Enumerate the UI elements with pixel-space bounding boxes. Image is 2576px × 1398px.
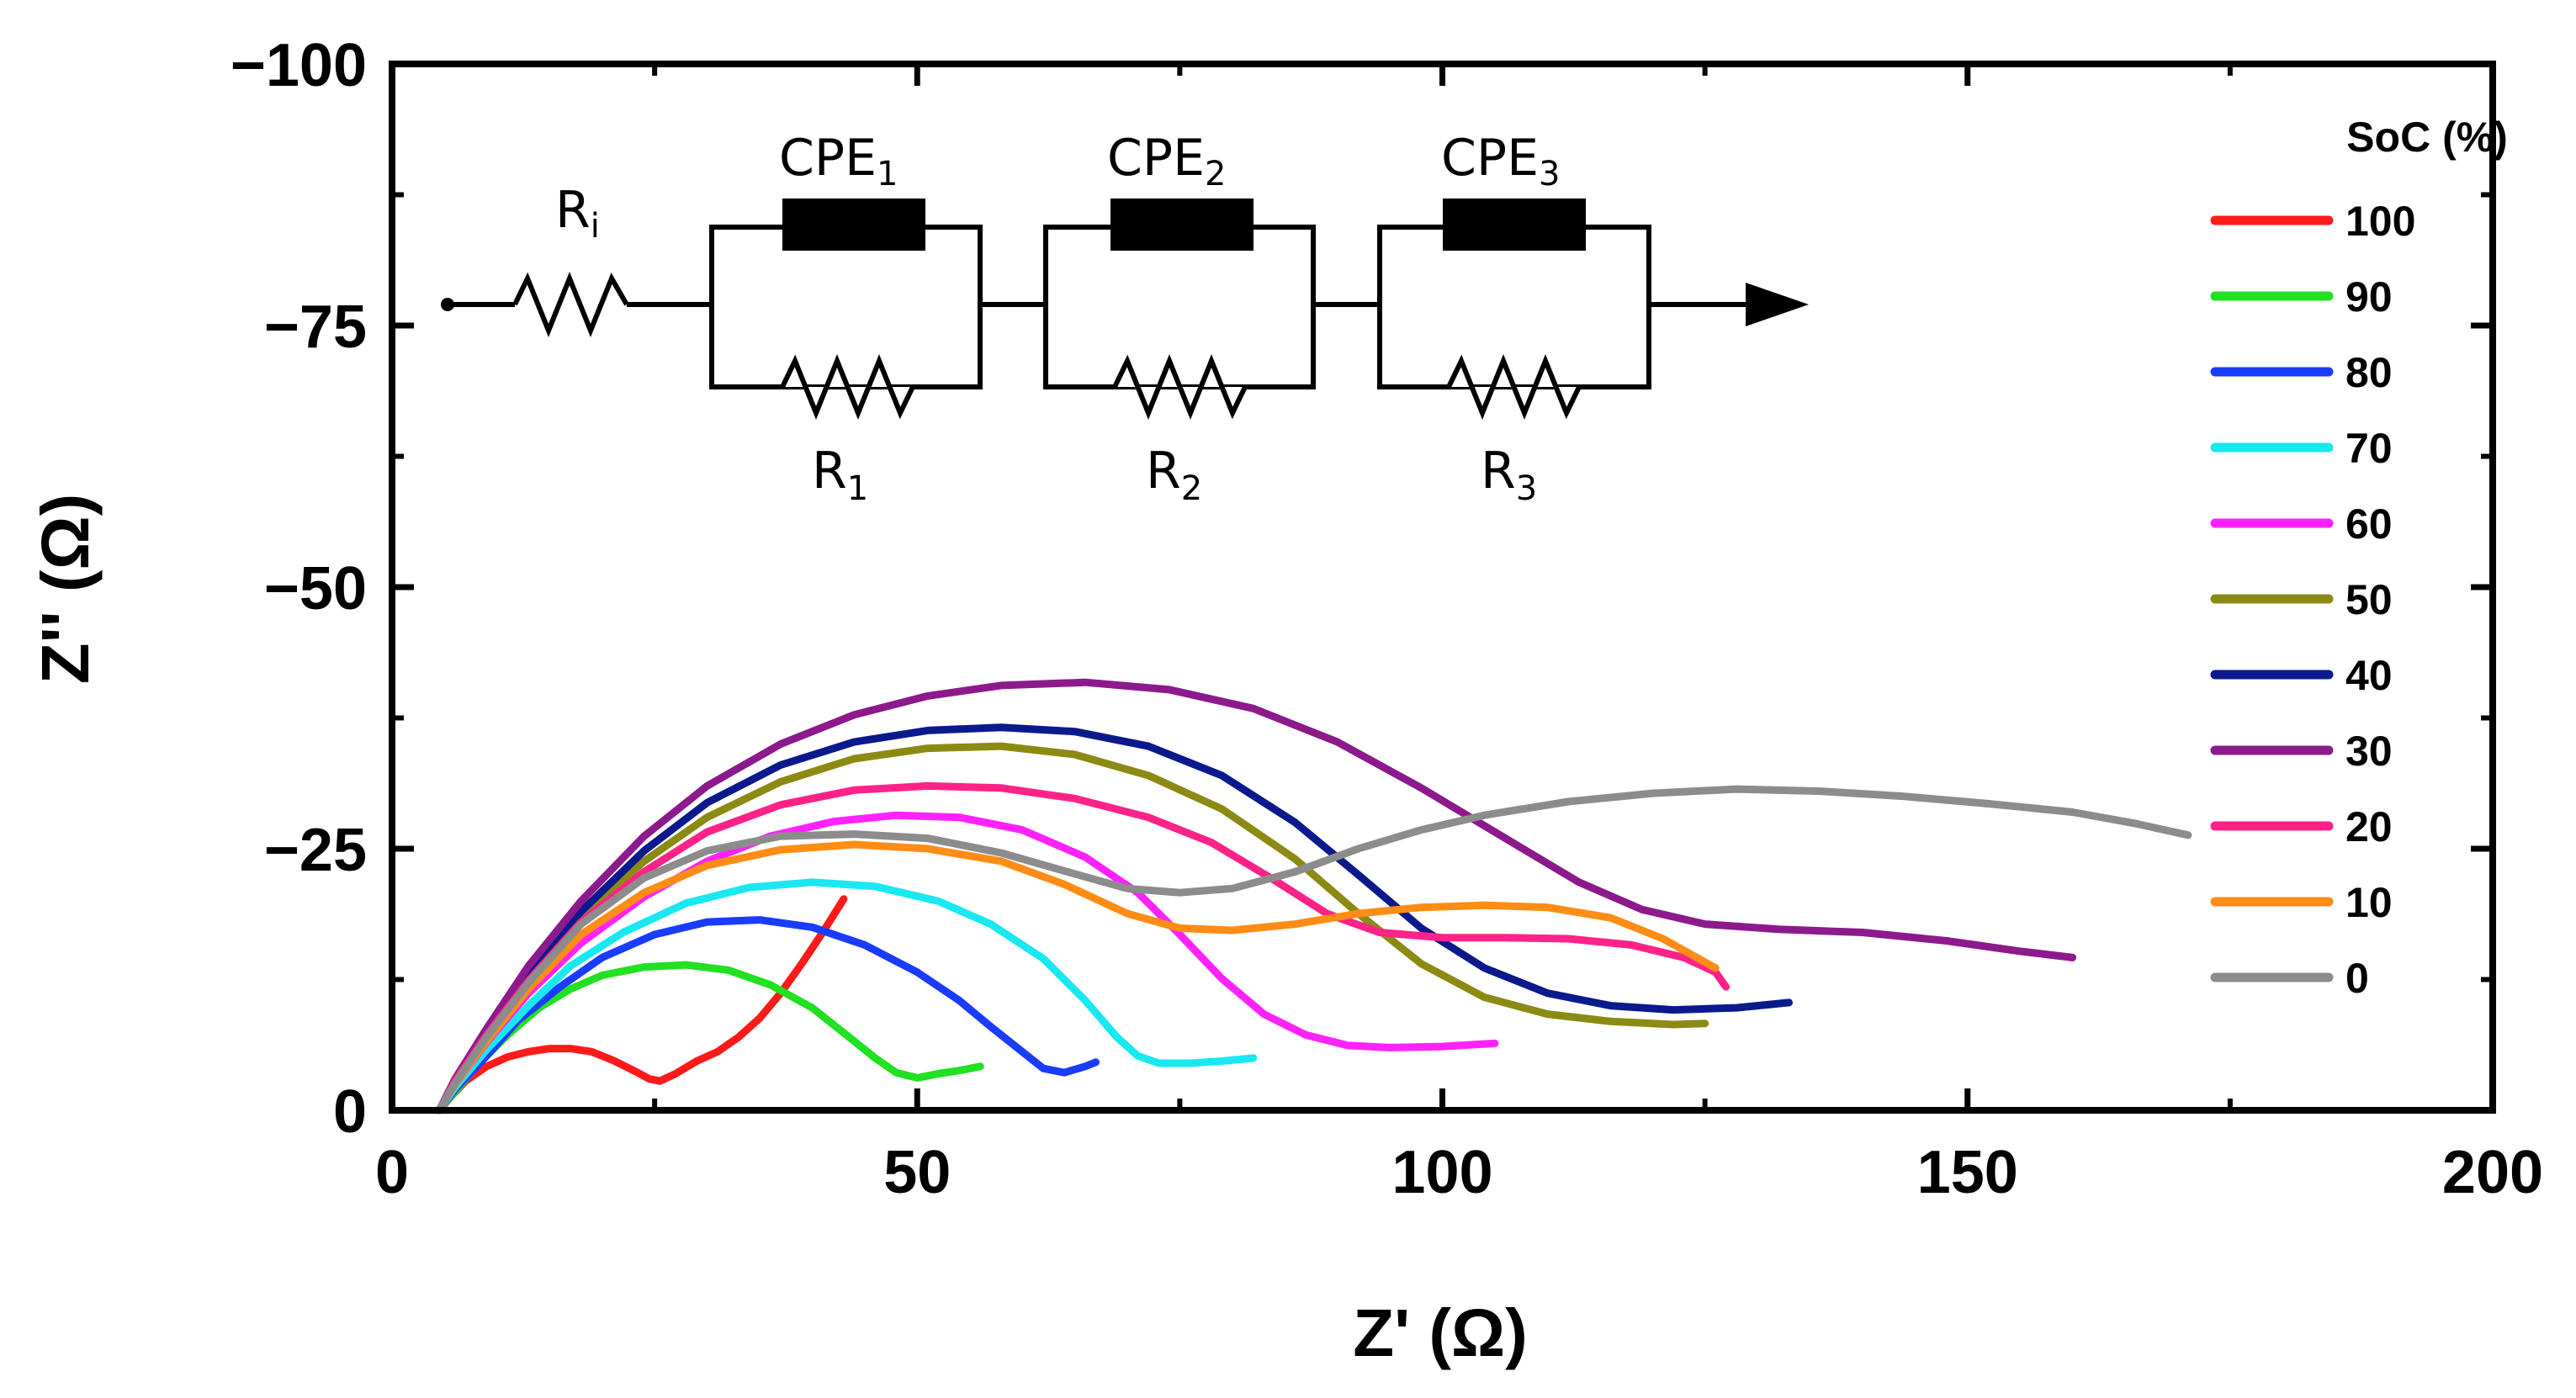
cpe-2 [1110,199,1254,251]
legend-label-soc-30: 30 [2345,728,2393,775]
label-r2: R2 [1146,442,1202,508]
series-line-soc-30 [435,678,2077,1115]
legend-label-soc-20: 20 [2345,803,2393,850]
label-r3: R3 [1481,442,1537,508]
x-axis-title: Z' (Ω) [1353,1295,1528,1370]
y-tick-label: −100 [231,32,367,99]
y-tick-label: −25 [264,817,367,884]
rc-block-2-frame [1043,225,1316,389]
x-tick-label: 200 [2442,1139,2543,1206]
y-axis-title: Z'' (Ω) [28,494,103,685]
series-line-soc-100 [435,895,848,1115]
series-line-soc-40 [435,723,1793,1115]
legend-label-soc-0: 0 [2345,955,2369,1002]
cpe-1 [782,199,925,251]
label-cpe2: CPE2 [1107,129,1226,193]
resistor-ri [512,271,629,338]
plot-frame [389,61,2496,1114]
series-line-soc-10 [435,840,1720,1115]
series-line-soc-60 [435,811,1499,1115]
legend-label-soc-50: 50 [2345,576,2393,623]
rc-block-1-frame [709,225,983,389]
legend-label-soc-80: 80 [2345,349,2393,396]
label-cpe3: CPE3 [1441,129,1560,193]
label-cpe1: CPE1 [779,129,898,193]
resistor-r3 [1446,353,1582,421]
legend-label-soc-40: 40 [2345,652,2393,699]
legend-title: SoC (%) [2346,114,2508,161]
x-tick-label: 150 [1917,1139,2018,1206]
y-tick-label: −75 [264,294,367,361]
legend-label-soc-10: 10 [2345,879,2393,926]
resistor-r1 [780,353,915,421]
series-line-soc-70 [435,878,1258,1115]
legend-label-soc-60: 60 [2345,500,2393,548]
label-ri: Ri [555,181,600,246]
legend-label-soc-100: 100 [2345,198,2415,245]
legend-label-soc-70: 70 [2345,425,2393,472]
circuit-labels: Ri CPE1 CPE2 CPE3 R1 R2 R3 [555,129,1560,508]
rc-block-3-frame [1377,225,1651,389]
legend-label-soc-90: 90 [2345,273,2393,320]
x-tick-label: 0 [375,1139,409,1206]
cpe-3 [1443,199,1586,251]
y-tick-label: 0 [333,1078,367,1146]
series-layer [435,678,2192,1115]
x-tick-label: 100 [1391,1139,1492,1206]
resistor-r2 [1112,353,1248,421]
x-tick-label: 50 [883,1139,951,1206]
circuit-output-arrow [1746,283,1809,326]
y-tick-label: −50 [264,555,367,622]
series-line-soc-80 [435,916,1100,1115]
equivalent-circuit-inset [441,199,1809,421]
series-line-soc-0 [435,785,2192,1115]
label-r1: R1 [812,442,868,508]
